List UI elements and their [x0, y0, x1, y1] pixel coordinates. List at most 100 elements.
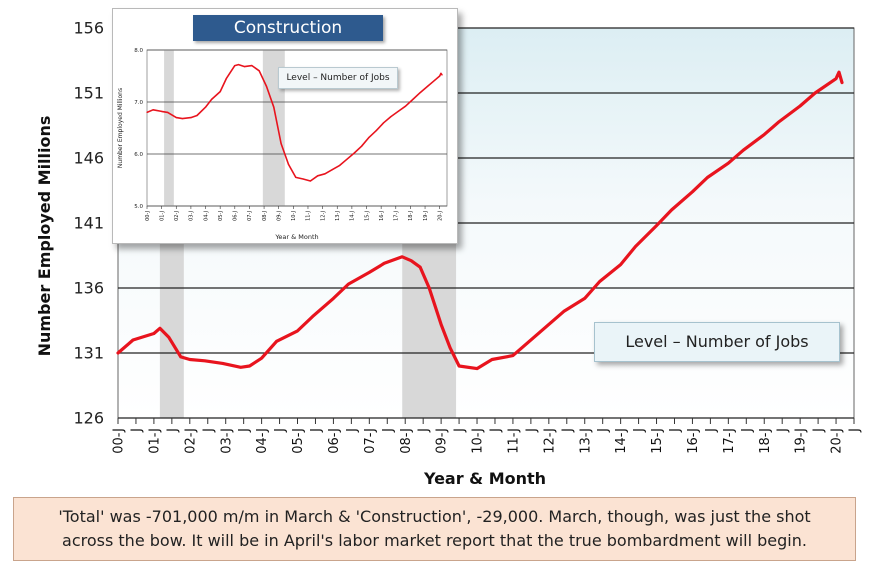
- main-data-point: [691, 191, 694, 193]
- inset-data-point: [204, 106, 207, 108]
- main-x-tick-label: 03-J: [219, 428, 234, 454]
- inset-x-tick-label: 01-J: [159, 211, 165, 221]
- inset-x-tick-label: 17-J: [394, 211, 400, 221]
- inset-x-tick-label: 09-J: [276, 211, 282, 221]
- main-data-point: [204, 360, 206, 362]
- main-x-tick-label: 13-J: [578, 428, 593, 454]
- main-data-point: [222, 362, 224, 364]
- main-data-point: [159, 327, 161, 329]
- x-axis-label: Year & Month: [423, 469, 546, 488]
- inset-data-point: [152, 109, 154, 111]
- inset-data-point: [181, 118, 183, 120]
- main-data-point: [132, 339, 134, 341]
- inset-recession-band: [164, 50, 174, 206]
- main-data-point: [655, 225, 658, 227]
- main-data-point: [778, 121, 780, 123]
- main-x-tick-label: J: [489, 428, 504, 433]
- inset-x-tick-label: 05-J: [218, 211, 224, 221]
- inset-x-tick-label: 16-J: [379, 211, 385, 221]
- main-data-point: [838, 71, 840, 73]
- inset-x-tick-label: 11-J: [306, 211, 312, 221]
- main-data-point: [548, 323, 550, 325]
- main-x-tick-label: 08-J: [399, 428, 414, 454]
- main-x-tick-label: J: [560, 428, 575, 433]
- main-x-tick-label: 18-J: [758, 428, 773, 454]
- inset-data-point: [234, 65, 236, 67]
- inset-data-point: [439, 75, 441, 77]
- legend-box: Level – Number of Jobs: [594, 322, 840, 362]
- main-x-tick-label: J: [812, 428, 827, 433]
- main-y-tick-label: 136: [73, 279, 104, 298]
- main-x-tick-label: J: [417, 428, 432, 433]
- inset-data-point: [258, 70, 260, 72]
- inset-data-point: [280, 143, 282, 145]
- inset-data-point: [219, 91, 221, 93]
- main-y-tick-label: 141: [73, 214, 104, 233]
- inset-data-point: [375, 130, 377, 132]
- inset-data-point: [361, 145, 363, 147]
- inset-data-point: [426, 85, 429, 87]
- main-data-point: [240, 366, 242, 368]
- main-data-point: [153, 332, 155, 335]
- main-data-point: [599, 280, 601, 283]
- main-x-tick-label: J: [632, 428, 647, 433]
- main-data-point: [383, 262, 385, 264]
- main-data-point: [249, 365, 251, 367]
- main-data-point: [491, 358, 493, 361]
- inset-data-point: [353, 152, 355, 154]
- main-data-point: [706, 176, 708, 179]
- main-data-point: [634, 245, 637, 247]
- inset-data-point: [237, 63, 240, 66]
- inset-y-tick-label: 7.0: [134, 100, 143, 106]
- inset-data-point: [324, 173, 326, 175]
- main-data-point: [476, 368, 478, 370]
- inset-data-point: [211, 98, 213, 100]
- main-x-tick-label: J: [524, 428, 539, 433]
- main-data-point: [419, 266, 421, 268]
- main-x-tick-label: J: [596, 428, 611, 433]
- inset-data-point: [265, 85, 268, 87]
- inset-data-point: [382, 122, 385, 124]
- inset-data-point: [167, 111, 169, 113]
- main-x-tick-label: 16-J: [686, 428, 701, 454]
- main-x-tick-label: 09-J: [435, 428, 450, 454]
- inset-x-tick-label: 14-J: [350, 211, 356, 221]
- inset-data-point: [273, 106, 275, 108]
- y-axis-label: Number Employed Millions: [35, 116, 54, 357]
- main-x-tick-label: J: [130, 428, 145, 433]
- main-data-point: [296, 330, 299, 332]
- main-x-tick-label: J: [453, 428, 468, 433]
- inset-y-axis-label: Number Employed Millions: [117, 88, 124, 168]
- main-x-tick-label: J: [740, 428, 755, 433]
- main-data-point: [180, 356, 182, 358]
- inset-data-point: [412, 98, 414, 100]
- inset-y-tick-label: 8.0: [134, 48, 143, 54]
- main-x-tick-label: J: [165, 428, 180, 433]
- note-line-2: across the bow. It will be in April's la…: [62, 531, 807, 550]
- main-data-point: [814, 92, 816, 94]
- inset-x-tick-label: 04-J: [203, 211, 209, 221]
- main-data-point: [168, 336, 170, 338]
- main-data-point: [512, 355, 514, 357]
- main-data-point: [401, 256, 403, 258]
- main-y-tick-label: 151: [73, 84, 104, 103]
- main-data-point: [428, 287, 430, 289]
- inset-data-point: [397, 110, 399, 112]
- inset-data-point: [440, 72, 442, 74]
- main-x-tick-label: 10-J: [471, 428, 486, 454]
- inset-data-point: [243, 66, 246, 68]
- main-x-tick-label: 11-J: [506, 428, 521, 454]
- main-x-tick-label: J: [668, 428, 683, 433]
- series-line-construction: [146, 63, 443, 182]
- main-x-tick-label: 15-J: [650, 428, 665, 454]
- main-y-tick-label: 156: [73, 19, 104, 38]
- inset-data-point: [368, 136, 370, 138]
- inset-legend-box: Level – Number of Jobs: [278, 67, 398, 89]
- inset-data-point: [441, 74, 443, 76]
- inset-x-tick-label: 07-J: [247, 211, 253, 221]
- inset-data-point: [287, 163, 290, 165]
- main-data-point: [620, 264, 622, 266]
- main-x-tick-label: J: [273, 428, 288, 433]
- main-data-point: [727, 162, 729, 164]
- inset-data-point: [190, 117, 192, 119]
